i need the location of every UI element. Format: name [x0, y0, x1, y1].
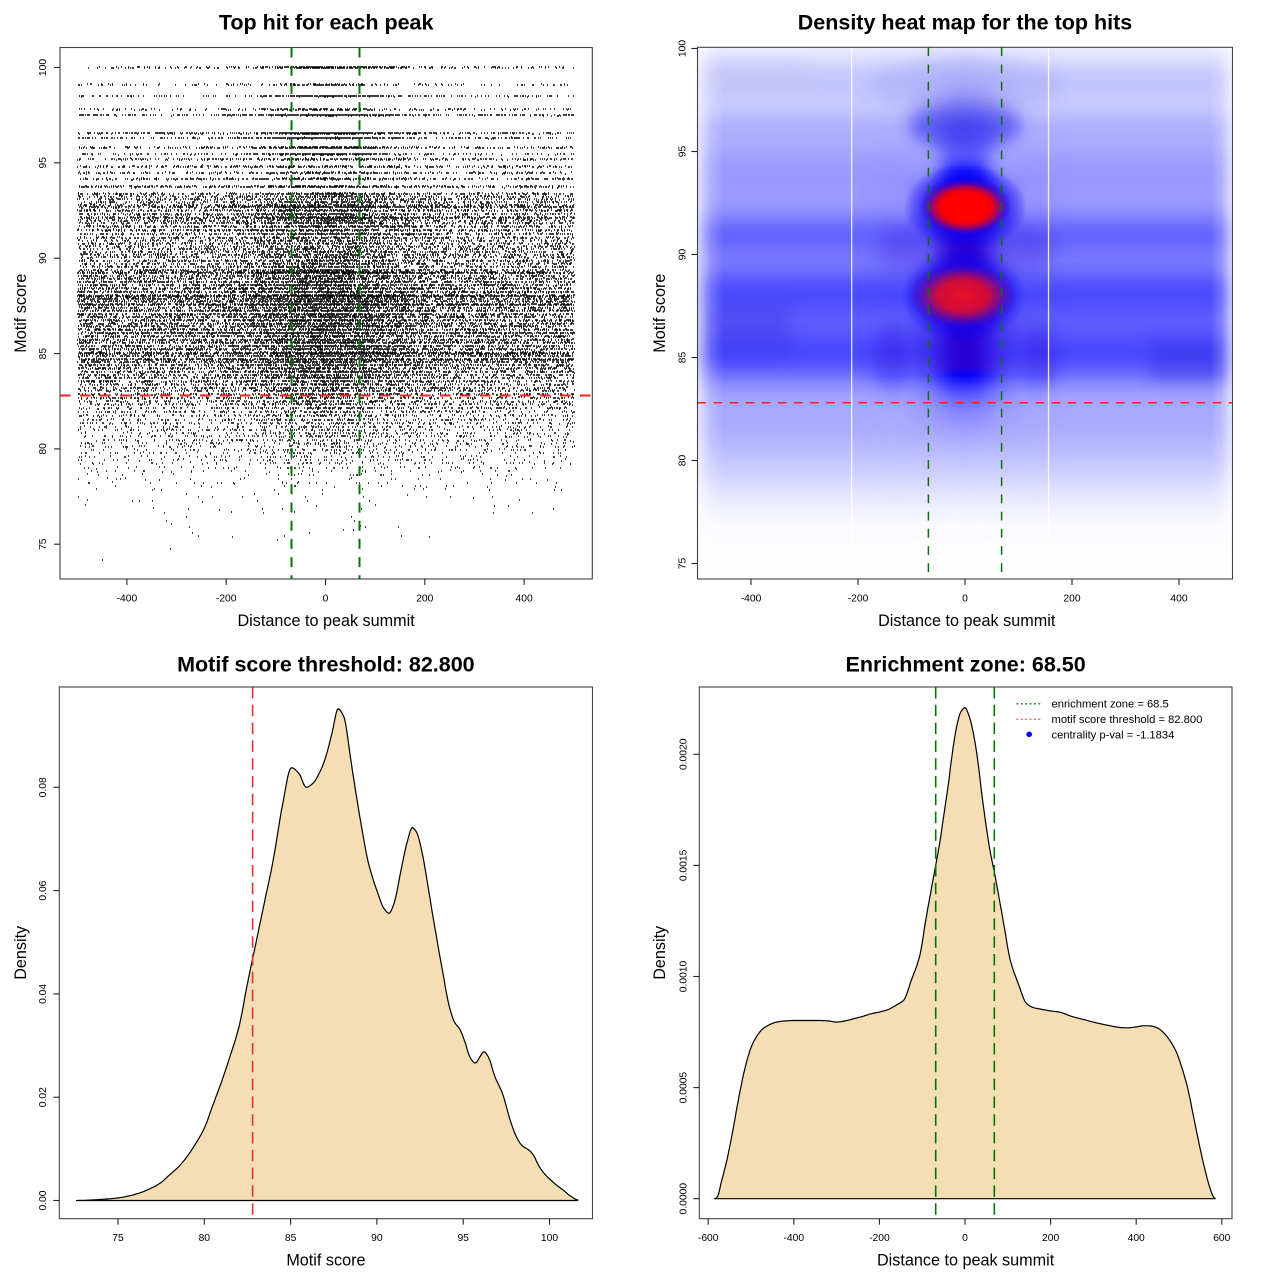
svg-text:85: 85 — [678, 352, 689, 364]
svg-text:Motif score: Motif score — [651, 274, 669, 353]
svg-text:0.0000: 0.0000 — [679, 1183, 690, 1215]
svg-text:85: 85 — [38, 348, 49, 360]
svg-text:80: 80 — [199, 1233, 211, 1244]
svg-text:Top hit for each peak: Top hit for each peak — [219, 11, 434, 35]
svg-text:90: 90 — [371, 1233, 383, 1244]
svg-text:-200: -200 — [848, 594, 869, 605]
svg-text:0.0020: 0.0020 — [679, 738, 690, 770]
svg-text:Distance to peak summit: Distance to peak summit — [237, 612, 415, 630]
svg-text:enrichment zone = 68.5: enrichment zone = 68.5 — [1052, 699, 1169, 711]
svg-text:0: 0 — [962, 1233, 968, 1244]
svg-text:-400: -400 — [741, 594, 762, 605]
svg-text:95: 95 — [678, 146, 689, 158]
svg-text:95: 95 — [38, 157, 49, 169]
svg-text:75: 75 — [38, 538, 49, 550]
svg-text:200: 200 — [1042, 1233, 1059, 1244]
svg-text:90: 90 — [678, 249, 689, 261]
svg-text:75: 75 — [678, 558, 689, 570]
svg-text:-200: -200 — [869, 1233, 890, 1244]
svg-text:85: 85 — [285, 1233, 297, 1244]
svg-text:0.04: 0.04 — [38, 984, 49, 1004]
svg-text:0.0010: 0.0010 — [679, 960, 690, 992]
svg-text:200: 200 — [1063, 594, 1080, 605]
svg-text:Motif score: Motif score — [12, 274, 30, 353]
svg-text:0: 0 — [962, 594, 968, 605]
svg-text:-600: -600 — [698, 1233, 719, 1244]
svg-text:0.08: 0.08 — [38, 777, 49, 797]
svg-text:centrality p-val = -1.1834: centrality p-val = -1.1834 — [1052, 730, 1175, 742]
svg-text:80: 80 — [678, 455, 689, 467]
svg-text:-200: -200 — [216, 594, 237, 605]
svg-text:100: 100 — [678, 40, 689, 57]
svg-text:motif score threshold = 82.800: motif score threshold = 82.800 — [1052, 714, 1203, 726]
svg-text:0.0005: 0.0005 — [679, 1072, 690, 1104]
svg-text:0.0015: 0.0015 — [679, 849, 690, 881]
svg-text:600: 600 — [1213, 1233, 1230, 1244]
svg-text:100: 100 — [38, 59, 49, 76]
svg-text:200: 200 — [416, 594, 433, 605]
svg-text:-400: -400 — [783, 1233, 804, 1244]
svg-text:0.02: 0.02 — [38, 1087, 49, 1107]
svg-text:-400: -400 — [117, 594, 138, 605]
svg-text:Density heat map for the top h: Density heat map for the top hits — [798, 11, 1133, 35]
svg-text:90: 90 — [38, 252, 49, 264]
svg-text:Enrichment zone: 68.50: Enrichment zone: 68.50 — [846, 653, 1086, 677]
svg-text:80: 80 — [38, 443, 49, 455]
svg-text:Motif score threshold: 82.800: Motif score threshold: 82.800 — [177, 653, 475, 677]
svg-text:95: 95 — [457, 1233, 469, 1244]
svg-text:0.00: 0.00 — [38, 1190, 49, 1210]
svg-text:Distance to peak summit: Distance to peak summit — [878, 612, 1056, 630]
svg-text:0.06: 0.06 — [38, 880, 49, 900]
svg-text:Motif score: Motif score — [286, 1252, 365, 1270]
svg-text:400: 400 — [1170, 594, 1187, 605]
svg-text:Density: Density — [12, 925, 30, 980]
svg-text:75: 75 — [112, 1233, 124, 1244]
svg-text:Density: Density — [651, 925, 669, 980]
svg-text:0: 0 — [323, 594, 329, 605]
svg-text:400: 400 — [516, 594, 533, 605]
svg-text:Distance to peak summit: Distance to peak summit — [877, 1252, 1055, 1270]
svg-text:100: 100 — [541, 1233, 558, 1244]
svg-text:400: 400 — [1128, 1233, 1145, 1244]
